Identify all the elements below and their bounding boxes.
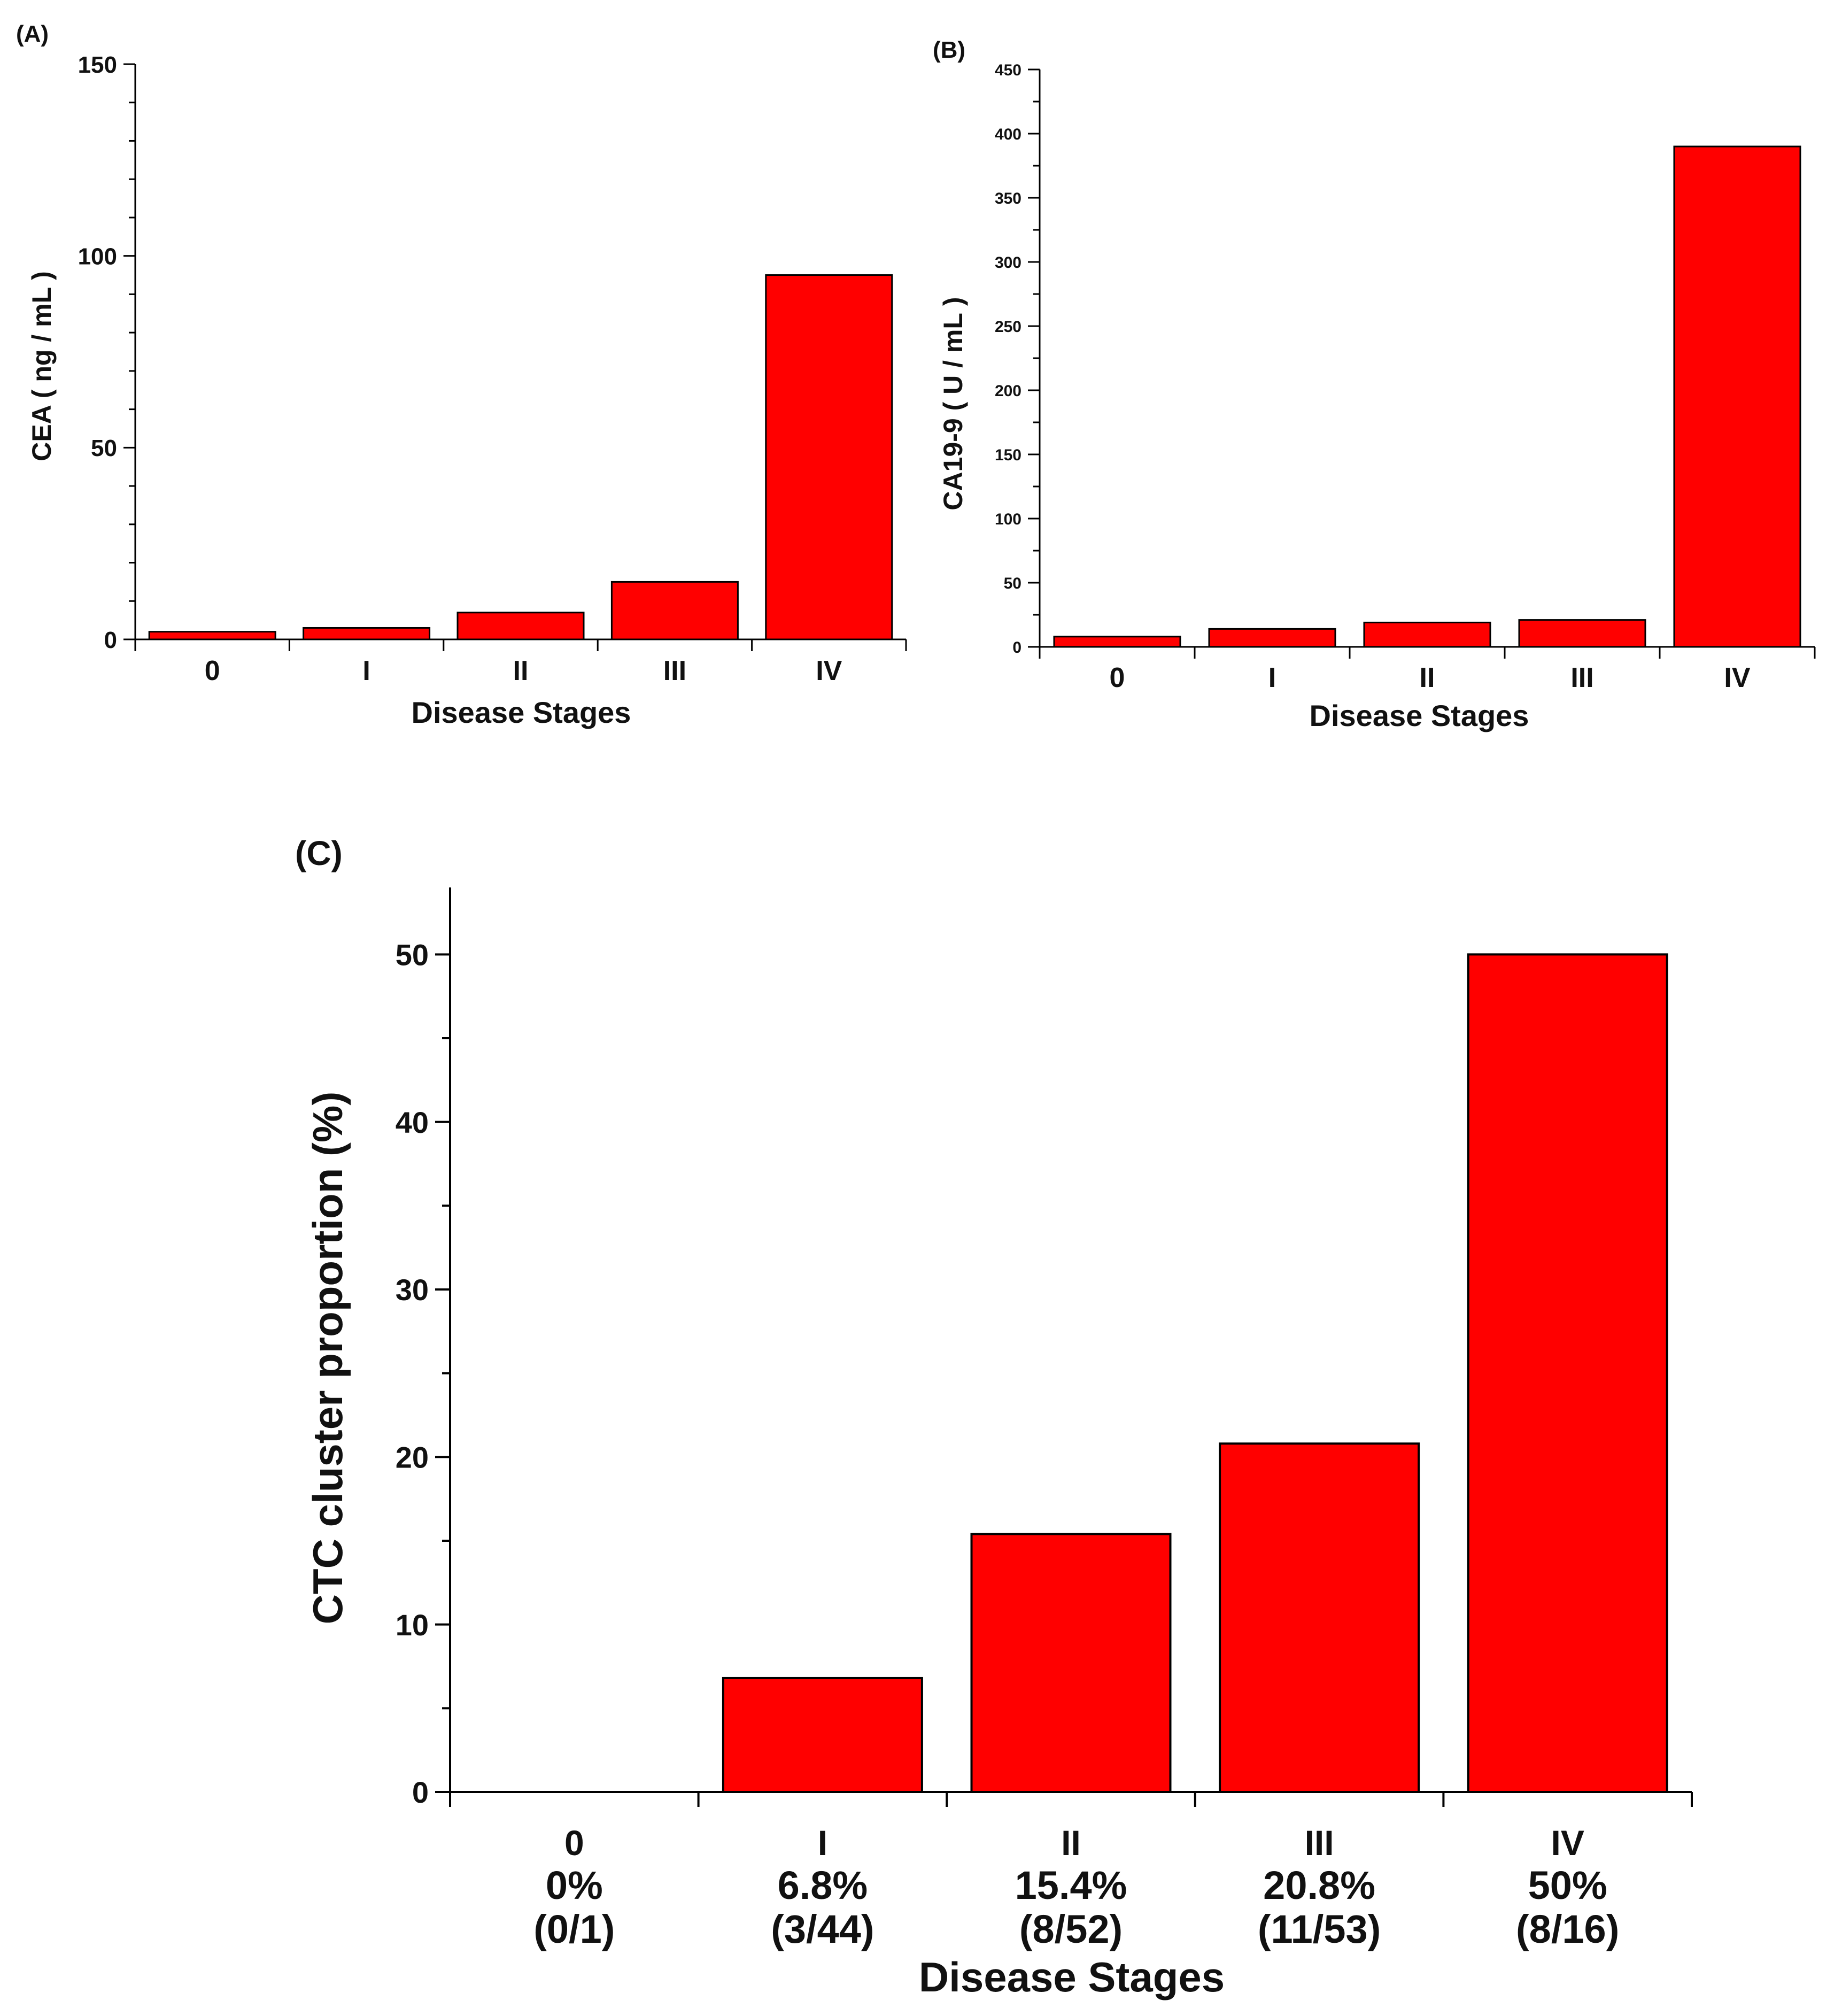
panel-b-y-tick-label: 350 bbox=[995, 190, 1021, 207]
panel-c-count-label: (3/44) bbox=[771, 1907, 874, 1951]
panel-b-x-tick-label: II bbox=[1420, 662, 1435, 693]
panel-a-y-axis: 0 50 100 150 bbox=[78, 52, 136, 653]
panel-c-y-tick-label: 40 bbox=[396, 1106, 429, 1139]
panel-c-bar-1 bbox=[722, 1677, 923, 1794]
panel-b-y-tick-label: 400 bbox=[995, 126, 1021, 143]
panel-b-y-tick-label: 100 bbox=[995, 511, 1021, 528]
panel-a-label: (A) bbox=[16, 21, 49, 47]
panel-c-y-tick-label: 0 bbox=[412, 1775, 429, 1809]
panel-a-x-axis bbox=[134, 638, 907, 651]
panel-c-percent-label: 6.8% bbox=[778, 1863, 868, 1907]
panel-c-x-axis-title: Disease Stages bbox=[919, 1953, 1225, 2000]
panel-b-y-tick-label: 300 bbox=[995, 254, 1021, 272]
panel-b-bar-4 bbox=[1673, 145, 1801, 648]
panel-a-x-axis-title: Disease Stages bbox=[412, 696, 631, 729]
panel-c-bar-2 bbox=[970, 1533, 1172, 1793]
panel-c-x-axis bbox=[449, 1791, 1693, 1807]
panel-a-x-tick-label: III bbox=[663, 655, 686, 686]
panel-b-y-tick-label: 50 bbox=[1004, 575, 1021, 592]
panel-c-count-label: (8/52) bbox=[1019, 1907, 1123, 1951]
panel-a-y-tick-label: 100 bbox=[78, 244, 117, 270]
panel-b-bar-0 bbox=[1053, 636, 1181, 648]
panel-a-y-tick-label: 150 bbox=[78, 52, 117, 78]
panel-c-bar-4 bbox=[1467, 953, 1668, 1793]
panel-a-bar-2 bbox=[456, 612, 585, 640]
panel-c-bars bbox=[722, 953, 1668, 1794]
panel-c-x-tick-label: II bbox=[1061, 1823, 1081, 1863]
panel-b-x-tick-label: I bbox=[1268, 662, 1276, 693]
panel-a-y-tick-label: 0 bbox=[104, 627, 117, 653]
panel-b-x-tick-labels: 0 I II III IV bbox=[1110, 662, 1751, 693]
panel-c-x-tick-label: 0 bbox=[564, 1823, 584, 1863]
panel-a-x-tick-label: 0 bbox=[205, 655, 220, 686]
panel-b-y-tick-label: 200 bbox=[995, 382, 1021, 400]
panel-b-x-tick-label: IV bbox=[1724, 662, 1750, 693]
panel-c-percent-label: 0% bbox=[546, 1863, 603, 1907]
panel-c-y-tick-label: 50 bbox=[396, 938, 429, 971]
panel-c-y-axis-title: CTC cluster proportion (%) bbox=[304, 1092, 351, 1625]
panel-b-bar-3 bbox=[1518, 619, 1646, 648]
panel-c-count-label: (0/1) bbox=[533, 1907, 615, 1951]
panel-b-bar-1 bbox=[1208, 628, 1336, 648]
panel-c-count-label: (8/16) bbox=[1516, 1907, 1619, 1951]
panel-c-x-tick-label: III bbox=[1305, 1823, 1334, 1863]
panel-b-x-axis bbox=[1039, 646, 1816, 659]
panel-a-x-tick-label: II bbox=[513, 655, 529, 686]
panel-b-y-tick-label: 0 bbox=[1012, 639, 1021, 656]
panel-c-percent-label: 50% bbox=[1528, 1863, 1607, 1907]
panel-a-bar-3 bbox=[610, 581, 739, 640]
panel-c-x-tick-label: I bbox=[818, 1823, 827, 1863]
panel-a-x-tick-labels: 0 I II III IV bbox=[205, 655, 842, 686]
panel-c-bar-3 bbox=[1219, 1442, 1420, 1793]
panel-c-y-axis: 0 10 20 30 40 50 bbox=[396, 887, 451, 1809]
panel-a-bar-1 bbox=[303, 627, 431, 640]
panel-a-y-tick-label: 50 bbox=[91, 435, 117, 461]
panel-b-x-tick-label: 0 bbox=[1110, 662, 1125, 693]
panel-a-bar-0 bbox=[148, 631, 276, 640]
panel-a-x-tick-label: IV bbox=[816, 655, 842, 686]
panel-b-y-tick-label: 250 bbox=[995, 318, 1021, 336]
panel-a-x-tick-label: I bbox=[362, 655, 370, 686]
panel-c-percent-label: 15.4% bbox=[1015, 1863, 1127, 1907]
panel-c-percent-label: 20.8% bbox=[1263, 1863, 1375, 1907]
panel-b-label: (B) bbox=[933, 37, 965, 63]
panel-b-x-axis-title: Disease Stages bbox=[1310, 699, 1529, 732]
panel-c-y-tick-label: 10 bbox=[396, 1608, 429, 1642]
panel-a-bars bbox=[148, 274, 893, 640]
panel-c-label: (C) bbox=[295, 834, 343, 872]
panel-c-x-tick-label: IV bbox=[1551, 1823, 1584, 1863]
panel-c-y-tick-label: 30 bbox=[396, 1273, 429, 1307]
panel-c-count-label: (11/53) bbox=[1258, 1907, 1381, 1951]
panel-b-y-tick-label: 450 bbox=[995, 61, 1021, 79]
panel-a-y-axis-title: CEA ( ng / mL ) bbox=[27, 271, 57, 461]
panel-a-bar-4 bbox=[765, 274, 893, 640]
panel-b-x-tick-label: III bbox=[1570, 662, 1593, 693]
panel-c-y-tick-label: 20 bbox=[396, 1440, 429, 1474]
panel-b-bar-2 bbox=[1363, 621, 1491, 648]
panel-b-y-axis-title: CA19-9 ( U / mL ) bbox=[938, 297, 968, 510]
panel-b-y-axis: 0 50 100 150 200 250 300 350 400 450 bbox=[995, 61, 1041, 656]
panel-b-bars bbox=[1053, 145, 1801, 648]
panel-b-y-tick-label: 150 bbox=[995, 446, 1021, 464]
